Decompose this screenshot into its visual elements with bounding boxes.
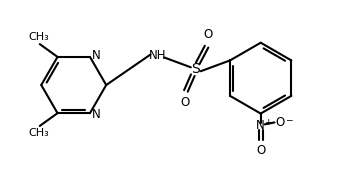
Text: S: S	[191, 62, 200, 76]
Text: O: O	[180, 96, 190, 109]
Text: O: O	[256, 144, 265, 157]
Text: CH₃: CH₃	[29, 32, 49, 42]
Text: +: +	[264, 118, 271, 127]
Text: O: O	[276, 116, 285, 129]
Text: N: N	[256, 119, 265, 132]
Text: CH₃: CH₃	[29, 128, 49, 138]
Text: N: N	[92, 108, 101, 121]
Text: NH: NH	[149, 49, 166, 62]
Text: N: N	[92, 49, 101, 62]
Text: O: O	[203, 28, 212, 41]
Text: −: −	[285, 115, 292, 124]
